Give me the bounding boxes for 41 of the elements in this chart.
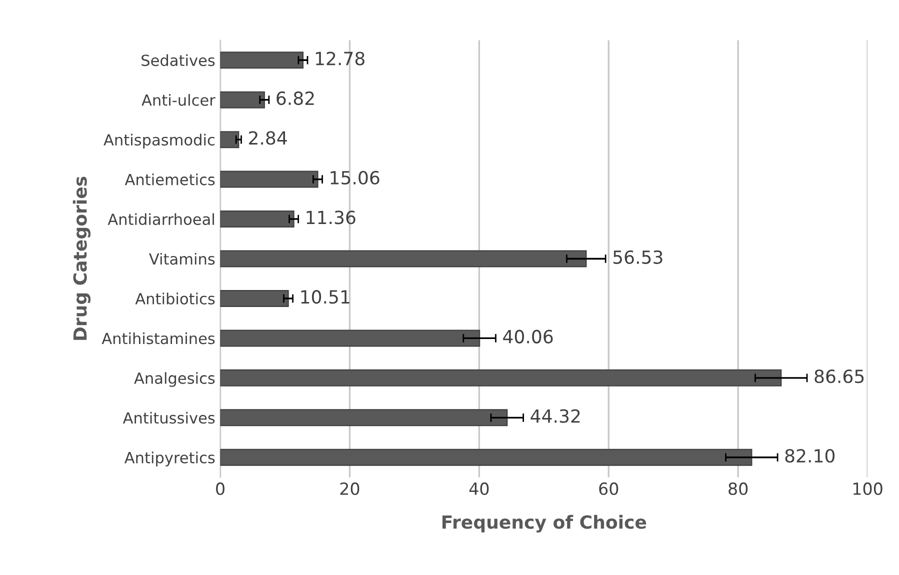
data-label: 11.36 bbox=[306, 210, 356, 224]
data-label: 6.82 bbox=[276, 91, 314, 106]
data-label: 44.32 bbox=[530, 409, 580, 423]
bar bbox=[220, 290, 289, 307]
x-tick-label: 0 bbox=[216, 482, 224, 496]
y-tick-label: Antipyretics bbox=[124, 452, 215, 466]
y-tick-label: Antispasmodic bbox=[104, 134, 214, 149]
x-tick-label: 40 bbox=[469, 482, 489, 496]
bar bbox=[220, 250, 587, 268]
y-tick-label: Analgesics bbox=[134, 372, 215, 387]
data-label: 56.53 bbox=[613, 250, 662, 264]
y-tick-label: Vitamins bbox=[149, 252, 215, 265]
y-tick-label: Antiemetics bbox=[124, 173, 215, 186]
y-tick-label: Antihistamines bbox=[102, 332, 215, 344]
data-label: 40.06 bbox=[503, 330, 553, 344]
data-label: 86.65 bbox=[814, 370, 864, 384]
x-axis-title: Frequency of Choice bbox=[442, 514, 646, 533]
bar bbox=[220, 330, 480, 347]
x-tick-label: 100 bbox=[853, 482, 882, 496]
bar bbox=[220, 409, 508, 426]
bar bbox=[220, 170, 318, 188]
data-label: 82.10 bbox=[785, 448, 835, 463]
y-tick-label: Antidiarrhoeal bbox=[108, 213, 214, 226]
bar bbox=[220, 210, 294, 228]
data-label: 2.84 bbox=[249, 131, 287, 145]
y-tick-label: Sedatives bbox=[142, 54, 215, 66]
x-tick-label: 20 bbox=[340, 482, 360, 496]
y-axis-title: Drug Categories bbox=[72, 176, 91, 340]
data-label: 12.78 bbox=[316, 52, 364, 66]
bar bbox=[220, 131, 240, 148]
bar bbox=[220, 448, 752, 466]
y-tick-label: Antitussives bbox=[122, 412, 215, 424]
y-tick-label: Anti-ulcer bbox=[142, 94, 216, 106]
y-tick-label: Antibiotics bbox=[135, 292, 215, 304]
x-tick-label: 80 bbox=[728, 482, 748, 496]
bar bbox=[220, 91, 265, 108]
data-label: 15.06 bbox=[330, 170, 380, 185]
bar bbox=[220, 52, 304, 69]
bar bbox=[220, 369, 782, 386]
data-label: 10.51 bbox=[301, 290, 350, 304]
x-tick-label: 60 bbox=[599, 482, 618, 496]
